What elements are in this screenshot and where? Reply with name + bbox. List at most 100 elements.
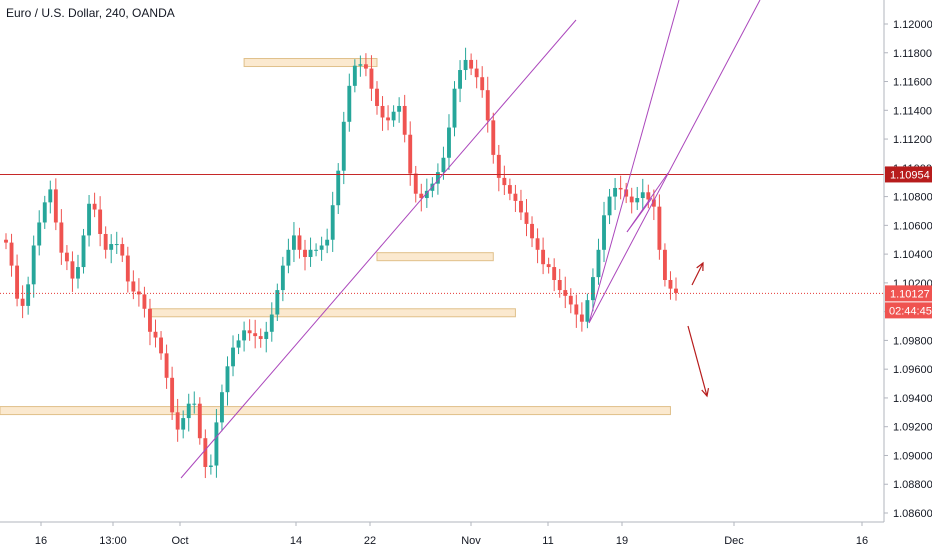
candle-body: [397, 105, 402, 112]
price-badge-label: 1.10954: [890, 169, 930, 181]
candle-body: [585, 300, 590, 322]
price-tick-label: 1.09800: [893, 335, 932, 347]
candle-body: [92, 203, 97, 210]
candle-body: [4, 239, 8, 243]
zone-2: [376, 252, 494, 262]
candle-body: [214, 422, 219, 466]
candle-body: [253, 333, 258, 337]
candle-body: [170, 377, 175, 413]
time-axis[interactable]: 16 13:00 Oct 14 22 Nov 11 19 Dec 16: [0, 521, 884, 547]
candle-body: [303, 249, 307, 257]
candle-body: [557, 280, 562, 291]
time-tick-label: Nov: [461, 535, 481, 547]
trendline-0: [180, 19, 577, 479]
candle-body: [203, 438, 208, 467]
candle-body: [109, 244, 114, 250]
candle-body: [275, 290, 280, 315]
candle-body: [286, 249, 291, 266]
price-axis[interactable]: 1.120001.118001.116001.114001.112001.110…: [883, 0, 932, 522]
candle-body: [87, 203, 91, 236]
candle-body: [391, 111, 396, 121]
countdown-badge: [885, 302, 932, 319]
candle-body: [386, 117, 391, 121]
candle-body: [242, 330, 247, 341]
candle-body: [502, 177, 507, 186]
price-tick-label: 1.09600: [893, 364, 932, 376]
candle-body: [607, 196, 612, 216]
candle-body: [408, 134, 413, 174]
candle-body: [319, 245, 324, 250]
arrow-up-head: [696, 261, 704, 272]
candle-body: [435, 172, 440, 184]
candle-body: [336, 170, 341, 206]
candle-body: [347, 85, 352, 122]
candle-body: [568, 295, 573, 305]
lines-layer: [0, 0, 884, 479]
chart-title: Euro / U.S. Dollar, 240, OANDA: [6, 6, 175, 20]
candle-body: [131, 281, 136, 292]
annotations-layer: [687, 261, 710, 398]
price-tick-label: 1.11600: [893, 77, 932, 89]
time-tick-label: Oct: [171, 535, 188, 547]
candle-body: [220, 392, 224, 423]
candle-body: [98, 209, 103, 234]
zone-3: [0, 406, 671, 416]
price-tick-label: 1.10400: [893, 249, 932, 261]
candle-body: [519, 200, 523, 213]
candles-layer: [4, 47, 678, 479]
candle-body: [380, 105, 385, 118]
trendline-1: [588, 0, 680, 324]
arrow-down-head: [701, 388, 710, 398]
candle-body: [291, 235, 296, 250]
candle-body: [651, 199, 656, 207]
price-tick-label: 1.08800: [893, 479, 932, 491]
candle-body: [602, 215, 606, 250]
candle-body: [142, 294, 147, 309]
candle-body: [48, 189, 53, 203]
candle-body: [552, 267, 557, 281]
candle-body: [596, 249, 601, 278]
candle-body: [463, 59, 468, 71]
candle-body: [474, 68, 479, 78]
arrow-down: [687, 325, 708, 397]
candle-body: [579, 314, 584, 322]
candle-body: [258, 336, 263, 339]
candle-body: [530, 223, 534, 239]
candle-body: [314, 249, 319, 251]
candle-body: [452, 88, 457, 128]
candle-body: [591, 277, 595, 301]
candle-body: [507, 185, 512, 194]
candle-body: [413, 173, 418, 194]
price-tick-label: 1.10600: [893, 220, 932, 232]
price-tick-label: 1.11400: [893, 105, 932, 117]
price-tick-label: 1.09000: [893, 450, 932, 462]
candle-body: [114, 244, 119, 246]
price-badge: [885, 285, 932, 302]
candle-body: [159, 337, 163, 354]
price-tick-label: 1.09400: [893, 393, 932, 405]
time-tick-label: 14: [290, 535, 302, 547]
candle-body: [402, 105, 407, 135]
candle-body: [330, 205, 335, 240]
candle-body: [120, 244, 125, 256]
price-tick-label: 1.08600: [893, 508, 932, 520]
candle-body: [524, 212, 529, 224]
candle-body: [236, 340, 241, 348]
candle-body: [480, 77, 485, 91]
time-tick-label: 19: [616, 535, 628, 547]
candle-body: [424, 190, 429, 199]
candle-body: [325, 239, 330, 246]
candle-body: [31, 245, 36, 285]
candle-body: [20, 298, 25, 306]
candle-body: [419, 193, 424, 199]
candle-body: [563, 290, 568, 296]
candle-body: [535, 238, 540, 250]
time-tick-label: 22: [364, 535, 376, 547]
price-tick-label: 1.10800: [893, 192, 932, 204]
candle-body: [76, 267, 80, 279]
time-tick-label: Dec: [724, 535, 744, 547]
candle-body: [125, 255, 130, 282]
candle-body: [148, 308, 152, 332]
candle-body: [297, 235, 302, 250]
